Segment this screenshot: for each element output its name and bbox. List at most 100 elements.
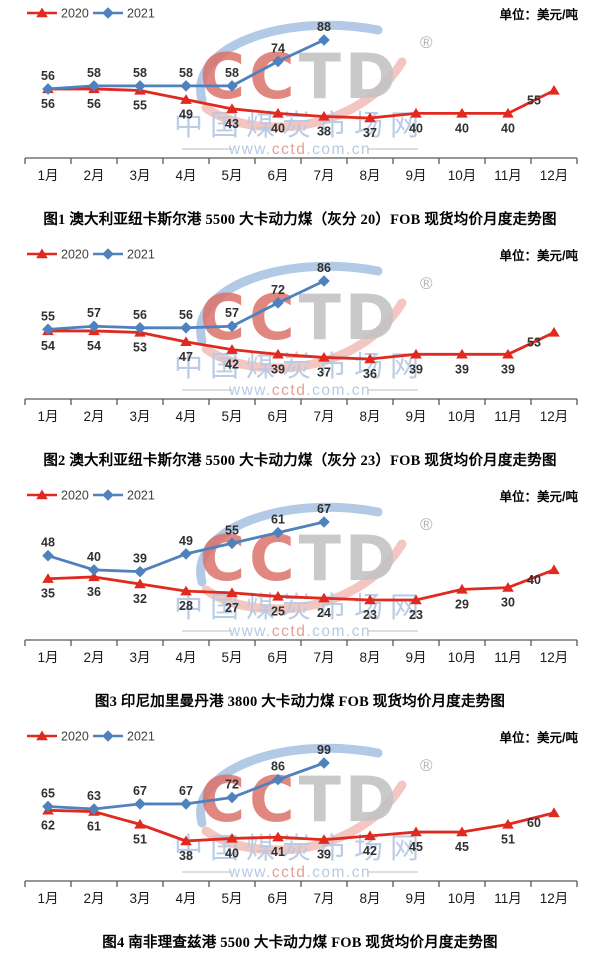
data-label: 38: [179, 849, 193, 863]
data-label: 40: [87, 550, 101, 564]
x-tick-label: 5月: [221, 650, 242, 665]
x-tick-label: 9月: [405, 168, 426, 183]
data-label: 49: [179, 534, 193, 548]
watermark-arc-blue: [196, 20, 383, 105]
data-label: 53: [133, 340, 147, 354]
data-label: 37: [317, 365, 331, 379]
watermark-arc-red: [201, 298, 407, 373]
data-point-marker: [318, 110, 330, 121]
data-label: 63: [87, 789, 101, 803]
data-label: 25: [271, 604, 285, 618]
x-tick-label: 1月: [37, 168, 58, 183]
registered-mark-icon: ®: [420, 515, 433, 534]
data-label: 39: [271, 362, 285, 376]
x-tick-label: 12月: [540, 168, 569, 183]
unit-label: 单位：美元/吨: [500, 730, 579, 745]
chart-block-1: CCTD ® 中国煤炭市场网 www.cctd.com.cn 2020 2021 单位：美元…: [0, 0, 600, 241]
data-point-marker: [272, 297, 284, 309]
x-tick-label: 1月: [37, 891, 58, 906]
data-point-marker: [88, 571, 100, 582]
data-point-marker: [364, 594, 376, 605]
data-point-marker: [364, 830, 376, 841]
legend-marker-icon: [36, 730, 48, 741]
x-tick-label: 11月: [494, 168, 522, 183]
data-point-marker: [88, 80, 100, 92]
chart-caption-3: 图3 印尼加里曼丹港 3800 大卡动力煤 FOB 现货均价月度走势图: [94, 694, 506, 710]
watermark-site-name: 中国煤炭市场网: [174, 832, 426, 865]
legend-item-2021[interactable]: 2021: [93, 489, 155, 503]
data-point-marker: [42, 323, 54, 336]
x-axis: 1月 2月 3月 4月 5月 6月 7月 8月 9月 10月 11月 12月: [24, 639, 578, 665]
data-label: 23: [363, 608, 377, 622]
data-label: 51: [501, 832, 515, 846]
watermark-arc-blue: [196, 502, 383, 587]
data-point-marker: [180, 336, 192, 347]
chart-block-2: CCTD ® 中国煤炭市场网 www.cctd.com.cn 2020 2021 单位：美元…: [0, 241, 600, 482]
x-tick-label: 2月: [83, 650, 104, 665]
data-label: 56: [87, 97, 101, 111]
x-tick-label: 4月: [175, 891, 196, 906]
legend-item-2020[interactable]: 2020: [27, 730, 89, 744]
x-tick-label: 5月: [221, 168, 242, 183]
legend-label: 2020: [61, 489, 89, 503]
x-tick-label: 2月: [83, 891, 104, 906]
x-tick-label: 4月: [175, 168, 196, 183]
x-tick-label: 9月: [405, 409, 426, 424]
legend-item-2021[interactable]: 2021: [93, 7, 155, 21]
x-tick-label: 8月: [359, 891, 380, 906]
data-point-marker: [364, 112, 376, 123]
chart-caption-4: 图4 南非理查兹港 5500 大卡动力煤 FOB 现货均价月度走势图: [102, 935, 498, 951]
data-point-marker: [226, 80, 238, 92]
series-2021: 55 57 56 56 57 72 86: [41, 261, 331, 336]
data-label: 42: [225, 358, 239, 372]
data-point-marker: [42, 549, 54, 562]
x-tick-label: 9月: [405, 650, 426, 665]
data-point-marker: [180, 585, 192, 596]
data-label: 57: [87, 306, 101, 320]
legend-item-2021[interactable]: 2021: [93, 248, 155, 262]
x-tick-label: 2月: [83, 168, 104, 183]
data-point-marker: [318, 275, 330, 287]
x-tick-label: 3月: [129, 409, 150, 424]
data-label: 30: [501, 596, 515, 610]
legend-item-2020[interactable]: 2020: [27, 489, 89, 503]
watermark-arc-blue: [196, 743, 383, 828]
legend-marker-icon: [36, 7, 48, 18]
data-point-marker: [272, 831, 284, 842]
series-2020: 62 61 51 38 40 41 39 42 45 45 51 60: [41, 804, 560, 863]
series-line-2020: [47, 808, 555, 843]
x-tick-label: 6月: [267, 409, 288, 424]
series-2021: 56 58 58 58 58 74 88: [41, 20, 331, 95]
data-point-marker: [272, 55, 284, 68]
data-label: 39: [501, 362, 515, 376]
data-label: 54: [87, 339, 101, 353]
x-tick-label: 1月: [37, 650, 58, 665]
x-tick-label: 8月: [359, 650, 380, 665]
x-tick-label: 12月: [540, 650, 569, 665]
watermark-site-url: www.cctd.com.cn: [228, 864, 371, 881]
data-label: 27: [225, 601, 239, 615]
data-point-marker: [180, 548, 192, 560]
unit-label: 单位：美元/吨: [500, 489, 579, 504]
legend-item-2020[interactable]: 2020: [27, 248, 89, 262]
x-tick-label: 1月: [37, 409, 58, 424]
x-tick-label: 7月: [313, 650, 334, 665]
data-point-marker: [134, 80, 146, 92]
data-label: 58: [225, 66, 239, 80]
data-label: 49: [179, 108, 193, 122]
data-point-marker: [134, 798, 146, 810]
data-point-marker: [226, 791, 238, 804]
data-point-marker: [88, 564, 100, 576]
chart-legend: 2020 2021: [27, 489, 155, 503]
data-point-marker: [410, 826, 422, 837]
legend-item-2020[interactable]: 2020: [27, 7, 89, 21]
series-line-2020: [48, 87, 555, 120]
data-label: 99: [317, 743, 331, 757]
x-tick-label: 12月: [540, 891, 569, 906]
data-label: 67: [179, 784, 193, 798]
x-tick-label: 4月: [175, 409, 196, 424]
legend-item-2021[interactable]: 2021: [93, 730, 155, 744]
